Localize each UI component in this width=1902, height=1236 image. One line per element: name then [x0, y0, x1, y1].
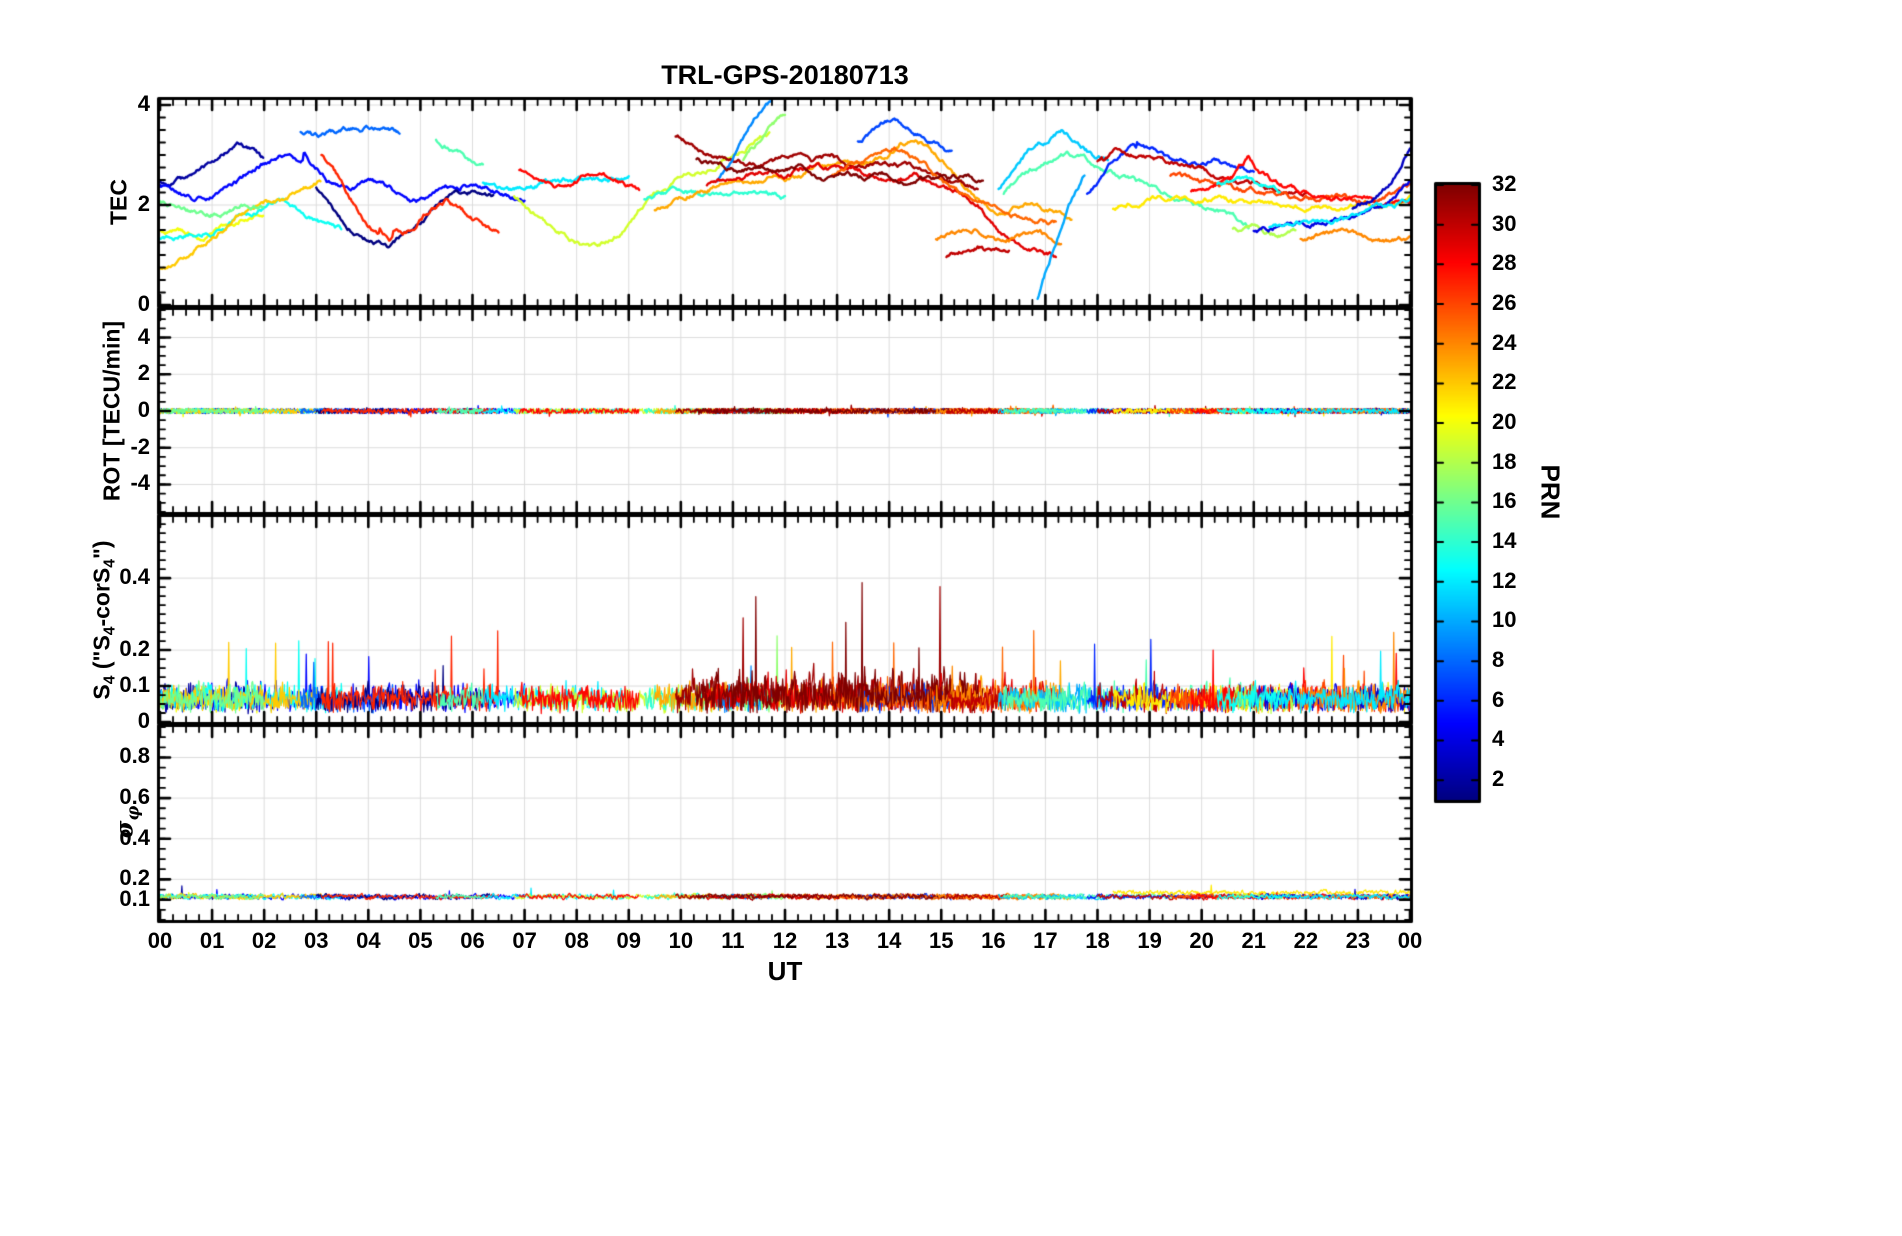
x-tick-label: 13 [824, 928, 850, 953]
x-tick-label: 19 [1137, 928, 1162, 953]
y-tick-label: 4 [137, 91, 150, 116]
colorbar-tick-label: 22 [1492, 369, 1517, 395]
x-tick-label: 16 [981, 928, 1006, 953]
y-tick-label: 0.4 [119, 824, 150, 850]
ylabel-part: 4 [101, 626, 119, 636]
x-tick-label: 05 [408, 928, 433, 953]
colorbar-tick-label: 6 [1492, 686, 1505, 712]
x-tick-label: 04 [356, 928, 381, 953]
x-tick-label: 10 [668, 928, 694, 953]
colorbar-tick-label: 28 [1492, 250, 1517, 276]
y-tick-label: 0 [137, 397, 150, 422]
colorbar-tick-label: 10 [1492, 607, 1517, 633]
chart-title: TRL-GPS-20180713 [661, 60, 909, 90]
x-tick-label: 09 [616, 928, 641, 953]
x-tick-label: 06 [460, 928, 485, 953]
x-tick-label: 22 [1293, 928, 1319, 953]
y-tick-label: -4 [130, 470, 150, 496]
x-tick-label: 14 [876, 928, 902, 953]
y-tick-label: 0.8 [119, 743, 150, 769]
x-tick-label: 00 [147, 928, 173, 953]
y-tick-label: 0.6 [119, 784, 150, 810]
colorbar-tick-label: 2 [1492, 766, 1505, 792]
x-tick-label: 17 [1033, 928, 1058, 953]
colorbar-tick-label: 14 [1492, 528, 1517, 554]
x-tick-label: 02 [251, 928, 277, 953]
y-tick-label: 2 [137, 191, 150, 216]
colorbar-label: PRN [1535, 464, 1566, 520]
x-axis-label: UT [767, 956, 803, 986]
y-tick-label: 4 [137, 323, 150, 349]
colorbar-tick-label: 32 [1492, 171, 1517, 196]
x-tick-label: 20 [1189, 928, 1214, 953]
y-tick-label: 0.1 [119, 885, 150, 911]
x-tick-label: 08 [564, 928, 589, 953]
colorbar-tick-label: 12 [1492, 567, 1517, 593]
x-tick-label: 21 [1241, 928, 1266, 953]
x-tick-label: 18 [1085, 928, 1110, 953]
y-tick-label: 0.1 [119, 672, 150, 698]
y-tick-label: 0 [137, 291, 150, 316]
x-tick-label: 00 [1397, 928, 1423, 953]
colorbar-tick-label: 24 [1492, 329, 1517, 355]
x-tick-label: 07 [512, 928, 537, 953]
x-tick-label: 01 [199, 928, 225, 953]
y-tick-label: 2 [137, 360, 150, 386]
colorbar-tick-label: 18 [1492, 448, 1517, 474]
x-tick-label: 11 [721, 928, 745, 953]
ylabel-part: ") [88, 540, 115, 560]
y-tick-label: 0.2 [119, 636, 150, 662]
x-tick-label: 23 [1345, 928, 1371, 953]
colorbar-tick-label: 16 [1492, 488, 1517, 514]
y-tick-label: 0.4 [119, 564, 150, 590]
x-tick-label: 15 [929, 928, 954, 953]
colorbar-tick-label: 30 [1492, 210, 1517, 236]
x-tick-label: 03 [304, 928, 329, 953]
y-tick-label: 0 [137, 708, 150, 733]
y-tick-label: -2 [130, 433, 150, 459]
colorbar-tick-label: 8 [1492, 647, 1505, 673]
colorbar-tick-label: 20 [1492, 409, 1517, 435]
colorbar-tick-label: 26 [1492, 290, 1517, 316]
y-tick-label: 0.2 [119, 865, 150, 891]
x-tick-label: 12 [772, 928, 798, 953]
colorbar-tick-label: 4 [1492, 726, 1505, 752]
